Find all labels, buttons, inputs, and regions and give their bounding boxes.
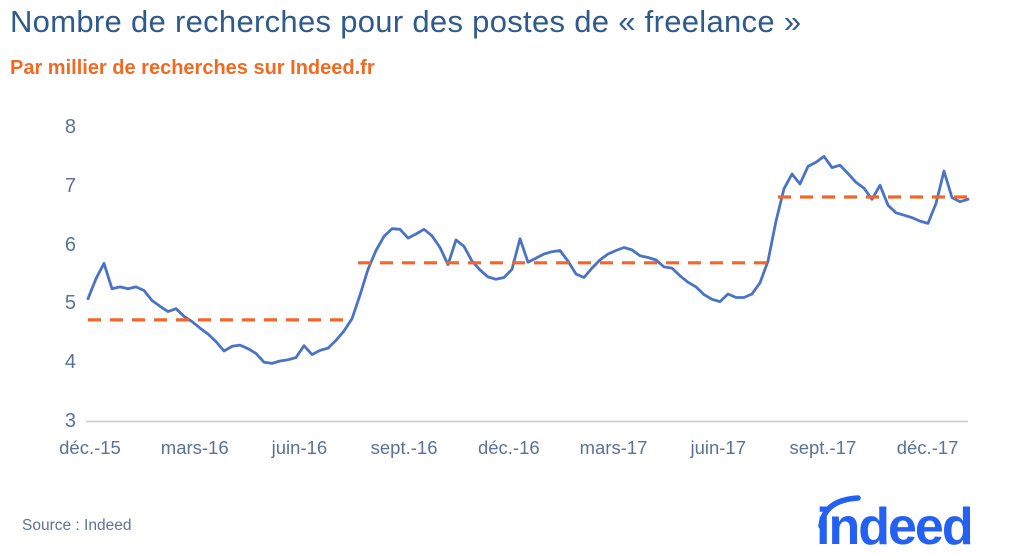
y-tick-label: 6 [64,233,76,256]
chart-subtitle: Par millier de recherches sur Indeed.fr [10,57,375,79]
x-tick-label: mars-16 [160,437,229,458]
x-tick-label: juin-17 [690,437,746,458]
x-tick-label: mars-17 [579,437,648,458]
y-tick-label: 5 [64,292,76,315]
freelance-searches-line [86,154,970,365]
x-tick-label: déc.-15 [59,437,121,458]
x-tick-label: sept.-16 [370,437,438,458]
source-note: Source : Indeed [22,517,132,534]
indeed-logo: indeed [816,495,974,550]
chart-title: Nombre de recherches pour des postes de … [10,4,802,39]
x-tick-label: déc.-16 [477,437,540,458]
indeed-logo-arc-icon [818,495,861,529]
x-tick-label: sept.-17 [789,437,857,458]
x-tick-label: juin-16 [271,437,328,458]
y-tick-label: 3 [64,410,76,432]
y-tick-label: 8 [64,116,76,138]
indeed-logo-wordmark: indeed [816,498,972,550]
x-tick-label: déc.-17 [896,437,959,458]
y-tick-label: 7 [64,174,76,197]
y-tick-label: 4 [64,351,76,374]
